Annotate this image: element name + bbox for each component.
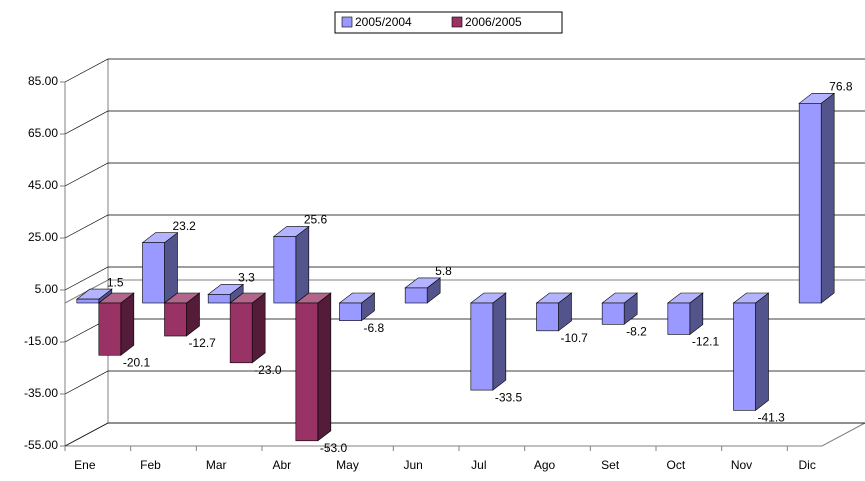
y-tick-label: 65.00 — [28, 126, 58, 140]
y-tick-label: -55.00 — [24, 438, 58, 452]
value-label: -10.7 — [561, 331, 589, 345]
bar-side — [164, 232, 178, 304]
x-tick-label: Feb — [140, 458, 161, 472]
bar — [601, 302, 625, 325]
y-tick-label: 5.00 — [35, 282, 59, 296]
grid-line — [64, 370, 865, 395]
bar — [667, 302, 691, 335]
bar-side — [317, 292, 332, 442]
bar — [339, 302, 362, 321]
x-tick-label: Jun — [403, 458, 422, 472]
x-tick-label: Mar — [206, 458, 227, 472]
y-tick-label: 85.00 — [28, 74, 58, 88]
x-tick-label: Nov — [731, 458, 752, 472]
x-tick-label: Jul — [471, 458, 486, 472]
x-tick-label: May — [336, 458, 359, 472]
value-label: 23.2 — [173, 219, 197, 233]
bar — [98, 302, 122, 356]
x-tick-label: Oct — [666, 458, 685, 472]
x-tick-label: Ago — [534, 458, 556, 472]
legend-swatch — [341, 16, 353, 28]
bar — [733, 302, 756, 411]
value-label: 76.8 — [829, 79, 853, 93]
legend-label: 2005/2004 — [355, 15, 412, 29]
bar — [470, 302, 494, 391]
legend-swatch — [451, 16, 463, 28]
bar — [76, 298, 100, 304]
value-label: -6.8 — [364, 321, 385, 335]
value-label: -53.0 — [320, 441, 348, 455]
bar — [798, 103, 822, 304]
value-label: -20.1 — [123, 355, 151, 369]
bar-side — [251, 292, 266, 364]
bar-side — [295, 225, 310, 304]
bar-side — [120, 292, 135, 356]
value-label: -23.0 — [254, 363, 282, 377]
legend-label: 2006/2005 — [465, 15, 522, 29]
x-tick-label: Abr — [272, 458, 291, 472]
value-label: 1.5 — [107, 275, 124, 289]
bar-side — [820, 92, 835, 304]
bar-side — [492, 292, 507, 391]
grid-line — [64, 58, 865, 83]
bar — [404, 287, 428, 304]
x-tick-label: Ene — [74, 458, 96, 472]
grid-line — [64, 266, 865, 291]
grid-line — [64, 162, 865, 187]
value-label: -8.2 — [626, 324, 647, 338]
y-tick-label: -15.00 — [24, 334, 58, 348]
grid-line — [64, 422, 865, 447]
grid-line — [64, 110, 865, 135]
bar — [142, 242, 165, 304]
zero-line — [64, 279, 865, 304]
y-tick-label: -35.00 — [24, 386, 58, 400]
value-label: -33.5 — [495, 390, 523, 404]
y-tick-label: 25.00 — [28, 230, 58, 244]
value-label: 3.3 — [238, 271, 255, 285]
x-tick-label: Set — [601, 458, 620, 472]
y-tick-label: 45.00 — [28, 178, 58, 192]
legend-box — [334, 11, 563, 34]
value-label: 5.8 — [435, 264, 452, 278]
bar — [536, 302, 559, 332]
value-label: -12.1 — [692, 335, 720, 349]
grid-line — [64, 214, 865, 239]
bar — [295, 302, 319, 442]
x-tick-label: Dic — [798, 458, 815, 472]
bar — [164, 302, 187, 337]
bar — [229, 302, 253, 364]
bar-side — [755, 292, 769, 411]
value-label: 25.6 — [304, 213, 328, 227]
value-label: -12.7 — [189, 336, 217, 350]
floor — [64, 422, 865, 447]
bar — [207, 294, 231, 304]
value-label: -41.3 — [758, 411, 786, 425]
bar — [273, 236, 297, 304]
